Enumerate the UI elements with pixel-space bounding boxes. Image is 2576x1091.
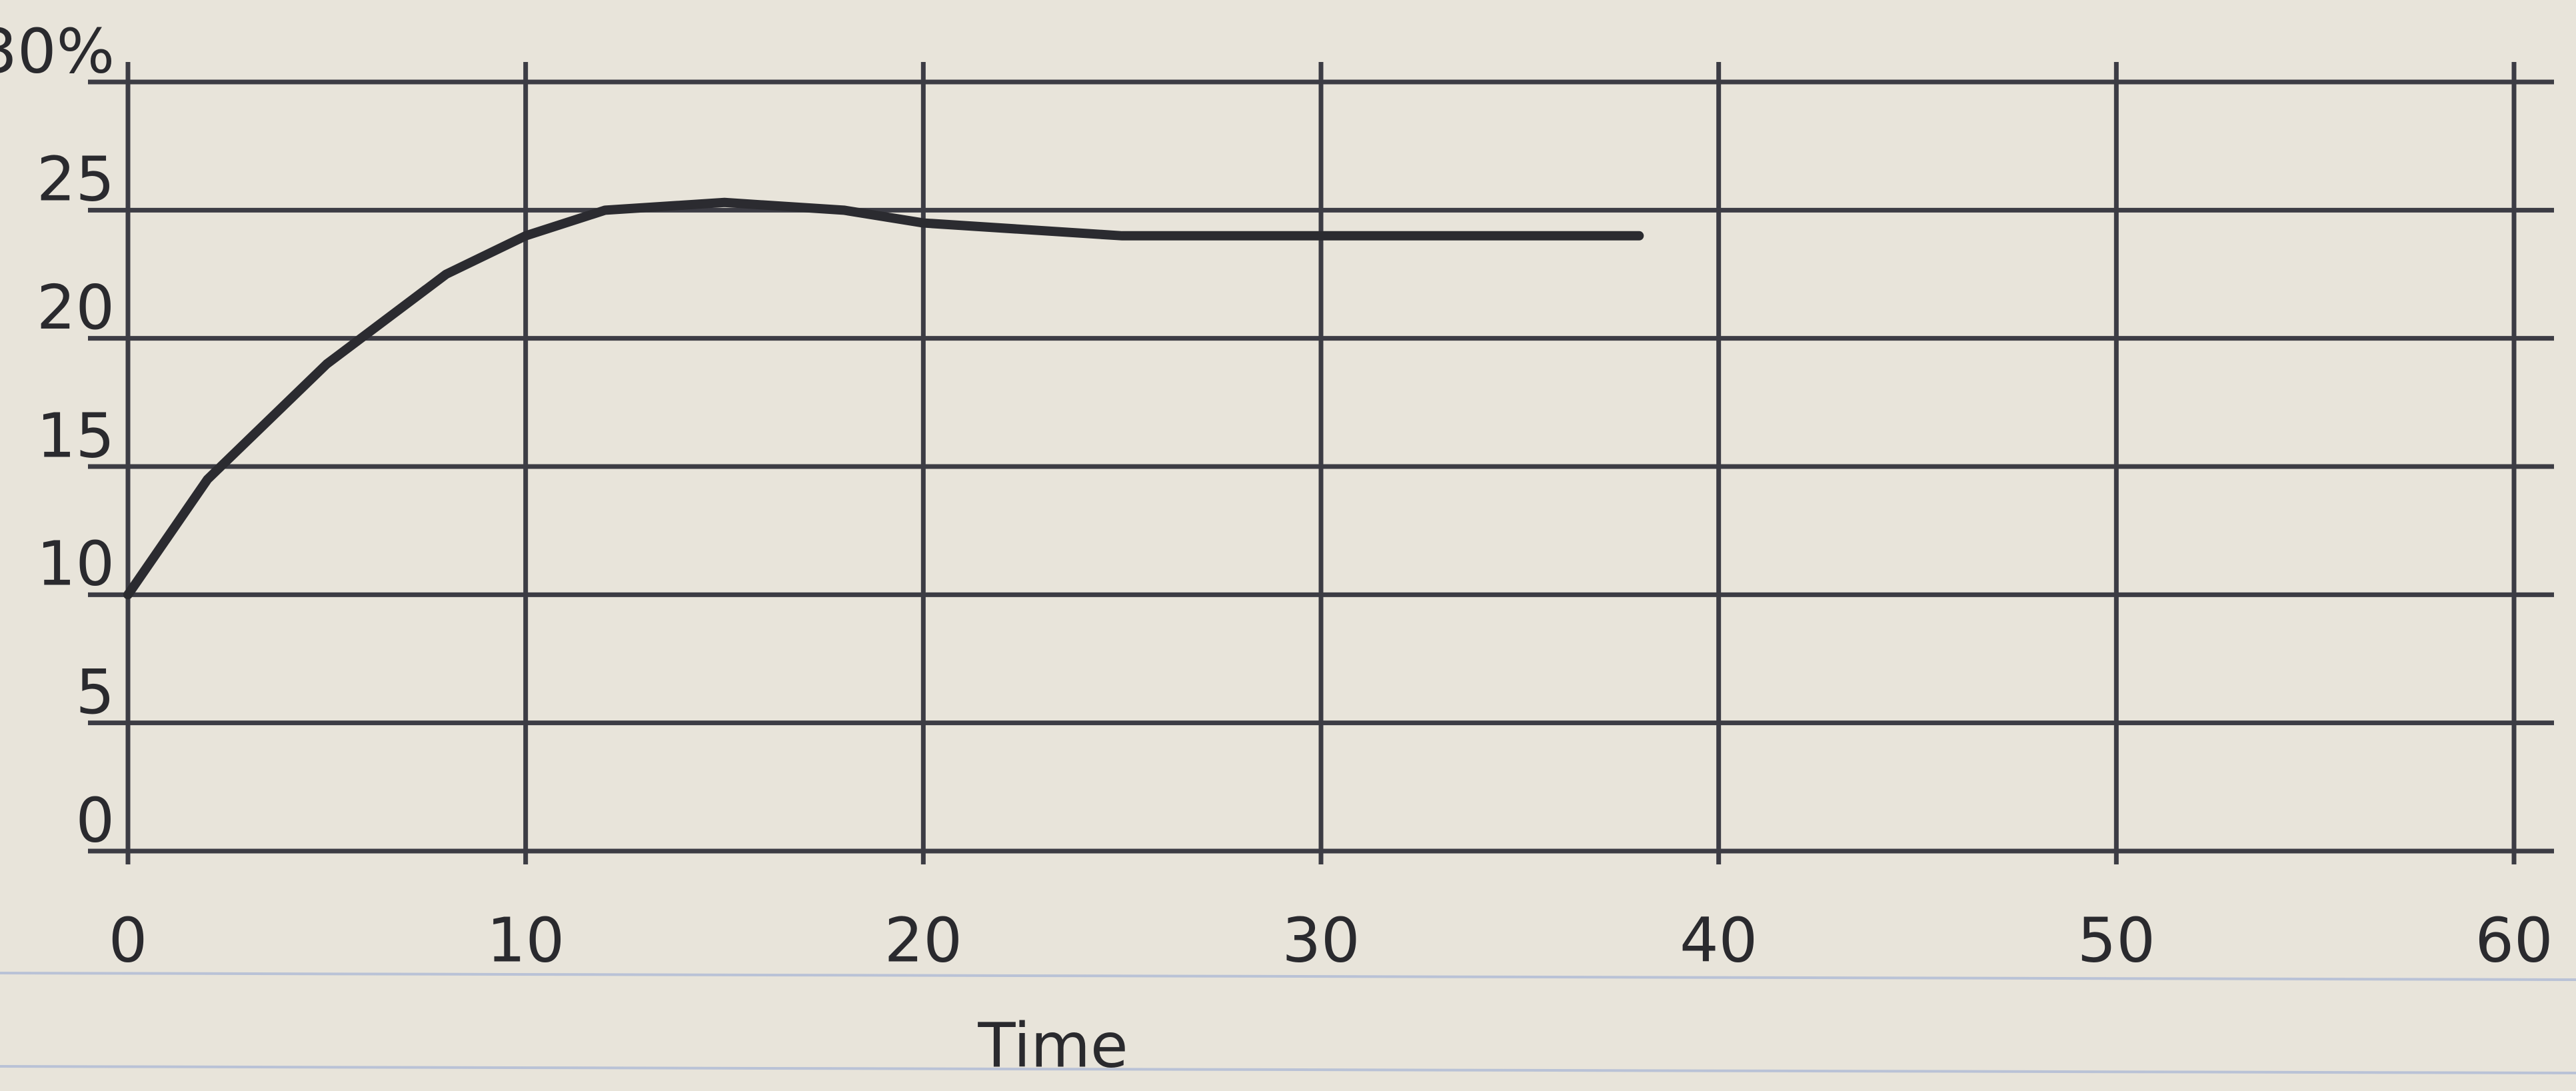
x-tick-label: 30 bbox=[1282, 904, 1360, 976]
y-tick-label: 30% bbox=[0, 15, 115, 87]
x-axis-label: Time bbox=[977, 1010, 1128, 1081]
x-tick-label: 50 bbox=[2077, 904, 2155, 976]
y-tick-label: 0 bbox=[75, 784, 115, 856]
y-tick-label: 20 bbox=[37, 272, 115, 343]
x-tick-label: 60 bbox=[2475, 904, 2553, 976]
y-tick-label: 10 bbox=[37, 529, 115, 600]
chart: Time 0 5 10 15 20 25 30% 0 10 20 30 40 50 60 bbox=[0, 0, 2576, 1091]
y-tick-label: 25 bbox=[37, 144, 115, 215]
x-tick-label: 40 bbox=[1680, 904, 1758, 976]
paper-rules bbox=[0, 973, 2576, 1073]
y-tick-label: 15 bbox=[37, 400, 115, 471]
x-tick-label: 10 bbox=[487, 904, 565, 976]
x-tick-label: 0 bbox=[109, 904, 148, 976]
y-tick-label: 5 bbox=[75, 656, 115, 728]
x-tick-label: 20 bbox=[884, 904, 962, 976]
paper-rule bbox=[0, 1066, 2576, 1073]
data-line bbox=[128, 203, 1639, 595]
page: {"chart_data": {"type": "line", "x_label… bbox=[0, 0, 2576, 1091]
